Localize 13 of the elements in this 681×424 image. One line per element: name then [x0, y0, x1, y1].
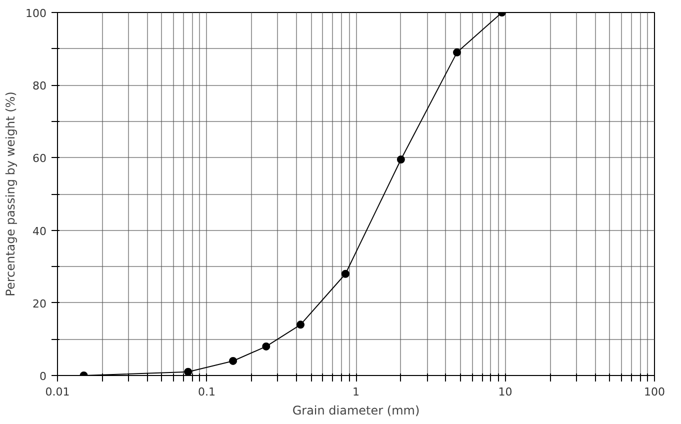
y-tick-label: 80	[32, 80, 47, 93]
x-tick-label: 0.1	[198, 386, 216, 398]
y-tick-label: 20	[32, 297, 47, 310]
x-tick-label: 1	[352, 386, 360, 398]
y-tick-label: 40	[32, 224, 47, 238]
x-tick-label: 100	[644, 386, 665, 398]
x-tick-label: 10	[498, 386, 512, 398]
y-tick-label: 60	[32, 152, 47, 166]
y-tick-label: 100	[26, 7, 47, 20]
y-tick-label: 0	[40, 370, 46, 383]
x-axis-title: Grain diameter (mm)	[292, 404, 420, 418]
y-axis-title: Percentage passing by weight (%)	[4, 92, 18, 296]
x-tick-label: 0.01	[45, 386, 70, 398]
